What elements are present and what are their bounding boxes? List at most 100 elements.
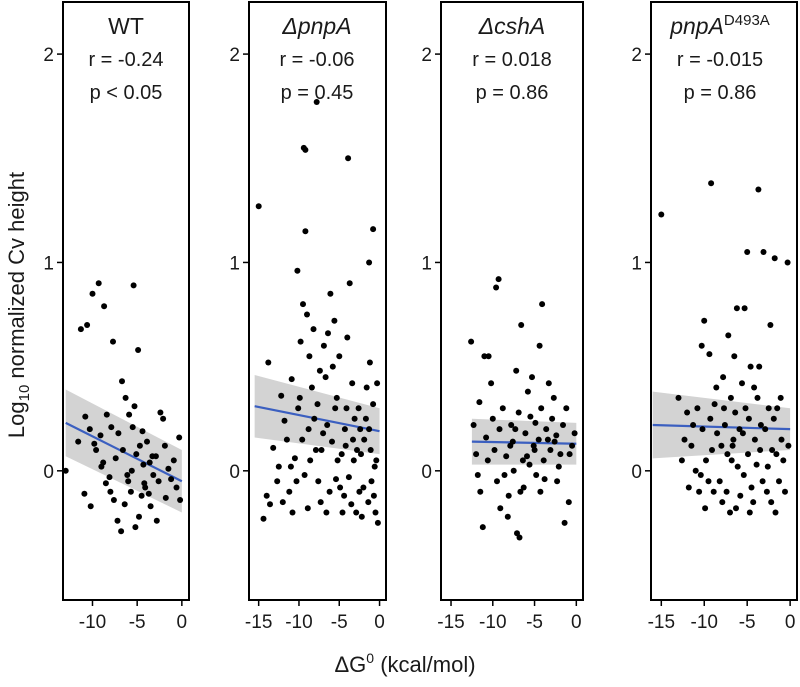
- data-point: [149, 453, 156, 460]
- data-point: [754, 394, 761, 401]
- data-point: [705, 478, 712, 485]
- panel-wt: 0 1 2 -10 -5 0 WT r = -0.24 p < 0.05: [43, 1, 190, 633]
- data-point: [495, 276, 502, 283]
- data-point: [351, 415, 358, 422]
- data-point: [503, 453, 510, 460]
- data-point: [474, 472, 481, 478]
- data-point: [358, 451, 364, 458]
- data-point: [358, 513, 365, 520]
- x-tick-label: -10: [479, 612, 506, 633]
- data-point: [762, 426, 769, 433]
- data-point: [283, 436, 290, 443]
- regression-line: [471, 440, 577, 445]
- data-point: [367, 447, 374, 453]
- y-tick-label: 0: [229, 462, 240, 483]
- data-points-layer: [255, 99, 381, 526]
- data-point: [345, 474, 352, 481]
- data-point: [774, 405, 781, 412]
- data-point: [561, 519, 568, 526]
- x-tick-label: 0: [374, 612, 385, 633]
- data-point: [270, 444, 277, 451]
- data-point: [124, 472, 131, 478]
- y-tick-label: 2: [43, 45, 54, 66]
- data-point: [529, 374, 535, 381]
- data-point: [318, 447, 325, 453]
- data-point: [770, 415, 777, 422]
- data-point: [742, 405, 749, 412]
- data-point: [333, 394, 340, 401]
- data-point: [711, 401, 718, 408]
- y-tick-label: 0: [43, 462, 54, 483]
- data-point: [310, 326, 317, 333]
- data-point: [740, 472, 747, 478]
- data-point: [473, 451, 480, 458]
- data-point: [287, 463, 294, 470]
- data-point: [554, 478, 561, 485]
- panel-frame: [248, 1, 387, 601]
- data-point: [345, 155, 352, 162]
- data-point: [751, 384, 758, 391]
- data-point: [341, 426, 348, 433]
- data-point: [563, 405, 570, 412]
- panel-title: ΔpnpA: [281, 13, 351, 39]
- data-point: [305, 426, 312, 433]
- data-point: [320, 342, 327, 349]
- data-point: [160, 415, 167, 422]
- data-point: [733, 505, 739, 512]
- x-tick-label: -5: [331, 612, 348, 633]
- data-point: [363, 384, 370, 391]
- panel-title: pnpAD493A: [669, 12, 770, 39]
- data-point: [267, 501, 273, 508]
- data-point: [361, 436, 368, 443]
- data-point: [719, 499, 726, 506]
- data-point: [510, 467, 517, 474]
- data-point: [95, 280, 102, 287]
- data-point: [286, 488, 293, 495]
- data-point: [374, 519, 381, 526]
- data-point: [337, 484, 344, 491]
- data-point: [135, 347, 142, 353]
- panel-frame: [62, 1, 190, 601]
- y-axis-label: Log10 normalized Cv height: [4, 172, 33, 438]
- data-point: [708, 180, 715, 187]
- data-point: [329, 363, 336, 370]
- data-point: [756, 363, 763, 370]
- x-tick-label: -15: [437, 612, 464, 633]
- data-point: [130, 282, 137, 289]
- data-point: [122, 394, 129, 401]
- data-point: [343, 405, 350, 412]
- data-point: [84, 322, 91, 328]
- data-point: [690, 422, 697, 428]
- data-point: [349, 380, 356, 387]
- data-point: [571, 430, 578, 437]
- data-point: [265, 359, 272, 366]
- data-point: [524, 453, 530, 460]
- data-point: [550, 394, 557, 401]
- data-point: [110, 338, 116, 345]
- data-point: [468, 338, 475, 345]
- data-point: [279, 499, 286, 506]
- data-point: [489, 415, 496, 422]
- data-point: [288, 376, 295, 383]
- data-point: [62, 467, 69, 474]
- stat-r: r = -0.06: [279, 49, 354, 71]
- data-point: [505, 492, 512, 499]
- data-point: [675, 394, 682, 401]
- data-points-layer: [62, 280, 184, 535]
- data-point: [368, 478, 375, 485]
- data-point: [87, 503, 94, 510]
- data-point: [346, 280, 353, 287]
- data-point: [688, 442, 695, 449]
- data-point: [697, 472, 704, 478]
- data-point: [494, 478, 500, 485]
- x-axis-label-rest: (kcal/mol): [374, 652, 475, 677]
- x-tick-label: -15: [245, 612, 272, 633]
- stat-p: p < 0.05: [90, 82, 163, 104]
- data-point: [146, 459, 153, 466]
- data-point: [702, 505, 709, 512]
- data-point: [710, 488, 717, 495]
- x-ticks-layer: -10 -5 0: [79, 600, 187, 633]
- data-point: [499, 405, 506, 412]
- data-point: [497, 505, 504, 512]
- x-tick-label: 0: [177, 612, 188, 633]
